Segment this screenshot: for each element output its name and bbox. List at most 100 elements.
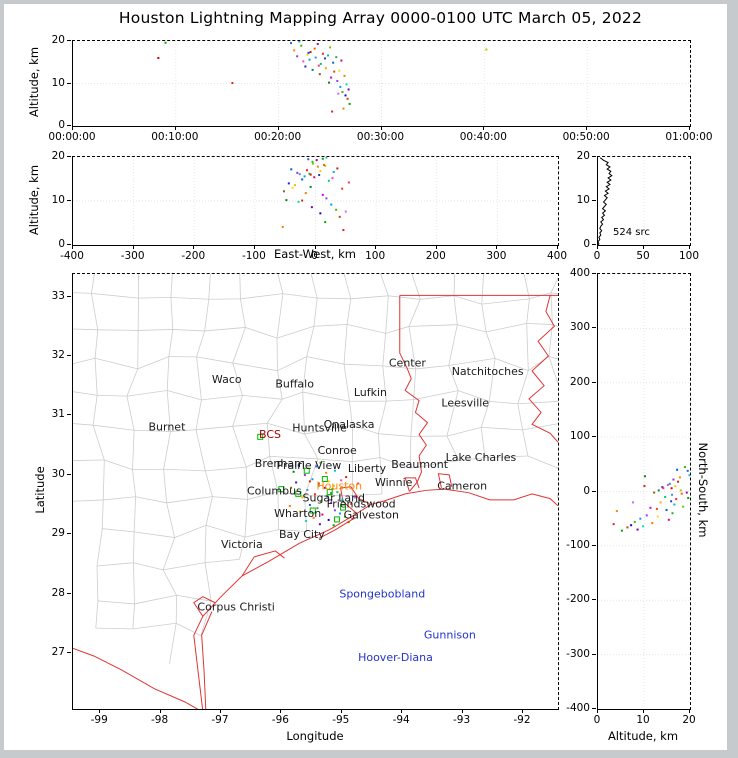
city-label-corpus-christi: Corpus Christi bbox=[197, 600, 274, 613]
lon-tick--94-label: -94 bbox=[392, 714, 410, 726]
source-point-map-15 bbox=[331, 487, 334, 490]
source-point-map-33 bbox=[343, 515, 346, 518]
city-label-victoria: Victoria bbox=[221, 538, 263, 551]
lat-tick-28-label: 28 bbox=[51, 586, 65, 599]
source-point-time-41 bbox=[328, 81, 331, 84]
city-label-wharton: Wharton bbox=[274, 507, 321, 520]
ns-tick-400-label: 400 bbox=[569, 267, 590, 279]
time-axis-tick-5-mark bbox=[586, 126, 588, 130]
time-height-panel bbox=[72, 40, 691, 127]
source-point-time-37 bbox=[346, 97, 349, 100]
ns-panel-alt-tick-20-label: 20 bbox=[682, 714, 696, 726]
source-point-map-16 bbox=[306, 488, 309, 491]
map-feature-tx_la_border bbox=[399, 295, 429, 492]
source-point-map-31 bbox=[338, 512, 341, 515]
ns-panel-alt-tick-20-mark bbox=[689, 709, 690, 713]
source-point-ew-32 bbox=[313, 176, 316, 179]
ns-tick-200-mark bbox=[592, 381, 596, 383]
source-point-ew-0 bbox=[309, 173, 312, 176]
source-point-map-13 bbox=[345, 476, 348, 479]
source-point-ew-6 bbox=[296, 171, 299, 174]
county-boundaries bbox=[73, 274, 558, 664]
time-axis-tick-1-label: 00:10:00 bbox=[151, 131, 199, 143]
ew-axis-tick--400-label: -400 bbox=[60, 250, 84, 262]
altitude-histogram-line bbox=[598, 157, 613, 245]
city-label-waco: Waco bbox=[212, 373, 242, 386]
source-point-map-41 bbox=[292, 470, 295, 473]
lat-tick-32-label: 32 bbox=[51, 349, 65, 361]
source-point-time-28 bbox=[335, 56, 338, 59]
ew-axis-tick-400-mark bbox=[557, 245, 558, 249]
source-point-map-39 bbox=[332, 524, 335, 527]
source-point-map-1 bbox=[330, 492, 333, 495]
source-point-ew-10 bbox=[287, 182, 290, 185]
source-point-time-1 bbox=[164, 41, 167, 44]
city-label-cameron: Cameron bbox=[437, 480, 487, 493]
lma-station-marker-4 bbox=[309, 507, 316, 514]
lat-tick-31-label: 31 bbox=[51, 408, 65, 421]
source-point-map-34 bbox=[312, 516, 315, 519]
lon-tick--92-label: -92 bbox=[513, 714, 531, 726]
source-point-map-7 bbox=[333, 469, 336, 472]
source-point-ns-0 bbox=[670, 487, 673, 490]
lat-tick-31-mark bbox=[67, 414, 71, 416]
source-point-ns-24 bbox=[682, 505, 685, 508]
source-point-ns-40 bbox=[631, 501, 634, 504]
source-point-ns-7 bbox=[688, 474, 690, 477]
source-point-time-7 bbox=[298, 41, 301, 43]
lat-tick-33-label: 33 bbox=[51, 289, 65, 302]
source-point-map-8 bbox=[319, 461, 322, 464]
source-point-ew-42 bbox=[347, 181, 350, 184]
lat-tick-33-mark bbox=[67, 295, 71, 297]
hist-axis-tick-100-mark bbox=[689, 245, 690, 249]
ns-tick-300-label: 300 bbox=[569, 321, 590, 334]
source-point-time-27 bbox=[333, 70, 336, 73]
source-point-ns-25 bbox=[649, 506, 652, 509]
source-point-ew-35 bbox=[319, 212, 322, 215]
ew-axis-tick-0-mark bbox=[314, 245, 316, 249]
source-point-ew-19 bbox=[327, 179, 330, 182]
source-point-map-37 bbox=[347, 521, 350, 524]
source-point-map-5 bbox=[325, 471, 328, 474]
source-point-time-26 bbox=[332, 61, 335, 64]
city-label-houston: Houston bbox=[316, 480, 362, 493]
source-point-map-2 bbox=[308, 480, 311, 483]
source-point-ew-21 bbox=[318, 174, 321, 177]
ns-tick--400-mark bbox=[592, 708, 596, 709]
city-label-bay-city: Bay City bbox=[279, 528, 325, 541]
source-point-map-38 bbox=[318, 523, 321, 526]
source-point-ew-33 bbox=[335, 208, 338, 211]
lat-tick-30-label: 30 bbox=[51, 467, 65, 480]
source-point-ns-20 bbox=[675, 498, 678, 501]
source-point-map-4 bbox=[315, 465, 318, 468]
lon-tick--99-mark bbox=[99, 709, 101, 713]
source-point-map-9 bbox=[340, 479, 343, 482]
lon-tick--97-mark bbox=[219, 709, 221, 713]
map-feature-gulf_coast bbox=[193, 488, 558, 709]
time-panel-ylabel: Altitude, km bbox=[27, 46, 41, 118]
window-edge-left bbox=[0, 0, 4, 758]
map-feature-galveston_bay bbox=[339, 486, 370, 514]
source-point-ns-19 bbox=[664, 495, 667, 498]
source-point-time-45 bbox=[331, 110, 334, 113]
source-point-map-22 bbox=[301, 496, 304, 499]
city-label-buffalo: Buffalo bbox=[275, 378, 314, 391]
source-point-time-30 bbox=[338, 69, 341, 72]
north-south-height-panel bbox=[597, 273, 691, 710]
map-xlabel: Longitude bbox=[286, 729, 344, 743]
source-point-ew-39 bbox=[324, 221, 327, 224]
ns-tick--300-mark bbox=[592, 653, 596, 655]
city-label-natchitoches: Natchitoches bbox=[452, 365, 524, 378]
source-point-time-39 bbox=[348, 102, 351, 105]
lma-station-marker-8 bbox=[333, 516, 340, 523]
source-point-ns-30 bbox=[656, 515, 659, 518]
lon-tick--93-mark bbox=[461, 709, 463, 713]
source-point-ns-22 bbox=[659, 501, 662, 504]
source-point-ns-18 bbox=[653, 491, 656, 494]
source-point-ns-32 bbox=[667, 518, 670, 521]
lma-station-marker-3 bbox=[295, 490, 302, 497]
source-point-ns-10 bbox=[661, 486, 664, 489]
source-point-time-29 bbox=[336, 79, 339, 82]
source-point-ew-36 bbox=[297, 200, 300, 203]
map-feature-rio_grande bbox=[73, 647, 199, 709]
